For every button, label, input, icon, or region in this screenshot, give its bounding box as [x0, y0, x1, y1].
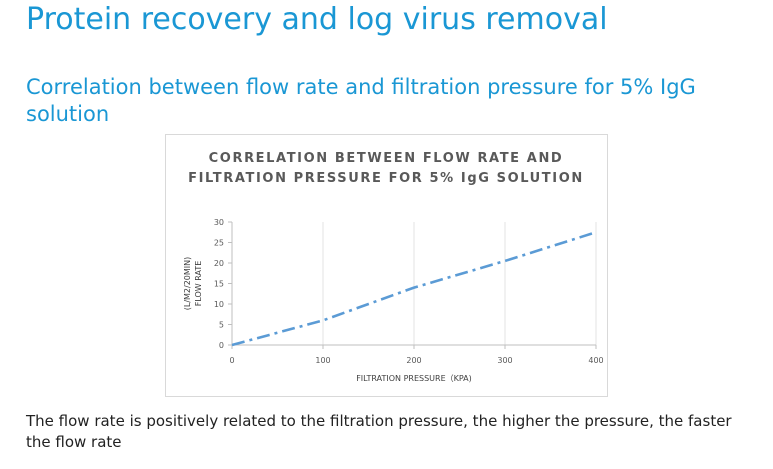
x-tick-label: 400 — [588, 356, 603, 365]
y-axis-title: FLOW RATE — [194, 261, 203, 307]
y-tick-label: 20 — [214, 259, 224, 268]
caption: The flow rate is positively related to t… — [26, 412, 732, 451]
section-title: Correlation between flow rate and filtra… — [26, 75, 696, 126]
x-tick-label: 0 — [229, 356, 234, 365]
y-tick-label: 0 — [219, 341, 224, 350]
series-line — [231, 231, 597, 347]
x-tick-label: 300 — [497, 356, 512, 365]
y-tick-label: 10 — [214, 300, 224, 309]
y-tick-label: 30 — [214, 218, 224, 227]
y-tick-label: 15 — [214, 280, 224, 289]
y-axis-title-units: (L/M2/20MIN) — [183, 257, 192, 311]
page-title: Protein recovery and log virus removal — [26, 2, 608, 37]
x-axis-title: FILTRATION PRESSURE（KPA) — [356, 374, 472, 383]
y-tick-label: 5 — [219, 321, 224, 330]
chart-title: CORRELATION BETWEEN FLOW RATE AND FILTRA… — [188, 151, 584, 186]
x-tick-label: 200 — [406, 356, 421, 365]
x-tick-label: 100 — [315, 356, 330, 365]
chart-container: CORRELATION BETWEEN FLOW RATE AND FILTRA… — [165, 134, 608, 397]
y-tick-label: 25 — [214, 239, 224, 248]
